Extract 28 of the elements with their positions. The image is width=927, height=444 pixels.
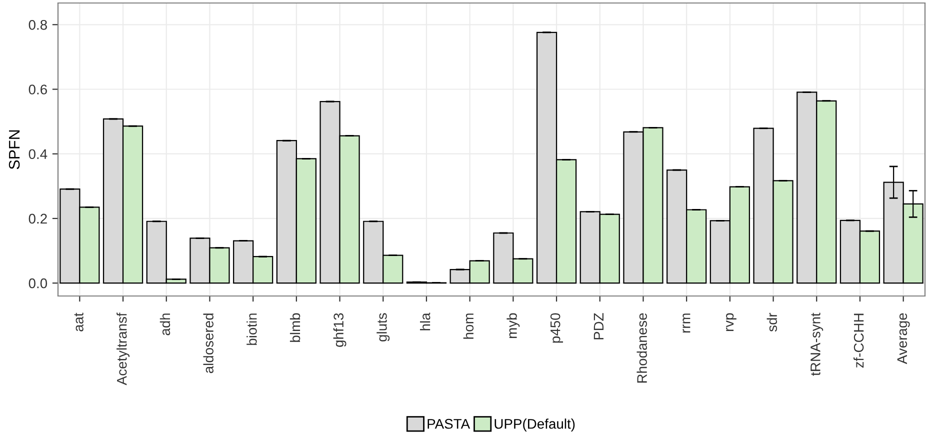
y-tick-label: 0.2: [28, 214, 47, 224]
x-tick-label: rvp: [726, 313, 736, 332]
y-tick-label: 0.4: [28, 149, 48, 160]
x-tick-label: tRNA-synt: [810, 312, 824, 376]
x-tick-label: rrm: [682, 314, 690, 333]
x-tick-label: sdr: [766, 312, 778, 332]
x-tick-label: adh: [160, 314, 170, 336]
y-tick-label: 0.6: [28, 84, 47, 94]
x-tick-label: aldosered: [203, 314, 214, 374]
x-tick-label: biotin: [246, 314, 257, 345]
x-tick-label: myb: [506, 313, 520, 338]
x-tick-label: blmb: [290, 313, 300, 342]
legend-label: PASTA: [428, 418, 470, 429]
x-tick-label: aat: [74, 312, 84, 332]
x-tick-label: hom: [463, 314, 474, 339]
x-tick-label: gluts: [376, 313, 390, 342]
x-tick-label: ghf13: [333, 313, 346, 347]
x-tick-label: Acetyltransf: [116, 312, 130, 386]
y-axis-title: SPFN: [8, 130, 20, 170]
x-tick-label: Rhodanese: [636, 313, 647, 383]
legend-label: UPP(Default): [494, 418, 575, 432]
x-tick-label: Average: [897, 313, 910, 364]
x-tick-label: hla: [420, 312, 430, 330]
x-tick-label: p450: [550, 313, 563, 343]
y-tick-label: 0.0: [28, 278, 48, 288]
x-tick-label: zf-CCHH: [854, 314, 864, 368]
x-tick-label: PDZ: [594, 313, 604, 340]
y-tick-label: 0.8: [28, 20, 47, 30]
